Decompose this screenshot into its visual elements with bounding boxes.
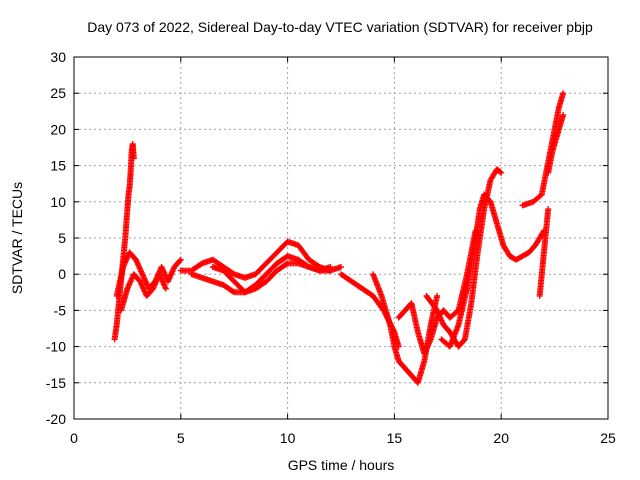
series-arc-1 bbox=[177, 238, 344, 281]
x-tick-label-3: 15 bbox=[387, 430, 403, 446]
y-tick-label-9: 25 bbox=[50, 85, 66, 101]
y-tick-label-0: -20 bbox=[46, 411, 66, 427]
series-spike-early bbox=[111, 140, 137, 343]
data-point-4-3-8 bbox=[230, 288, 237, 295]
y-tick-label-10: 30 bbox=[50, 49, 66, 65]
data-point-3-15 bbox=[338, 263, 344, 270]
x-tick-label-2: 10 bbox=[280, 430, 296, 446]
data-points bbox=[111, 90, 567, 386]
series-arc-3 bbox=[209, 260, 334, 296]
y-tick-label-4: 0 bbox=[58, 266, 66, 282]
x-tick-label-1: 5 bbox=[177, 430, 185, 446]
y-tick-label-5: 5 bbox=[58, 230, 66, 246]
series-late-high bbox=[519, 90, 567, 209]
data-point-9-10-3 bbox=[497, 168, 504, 175]
y-axis-label: SDTVAR / TECUs bbox=[9, 182, 25, 294]
series-rise-b bbox=[438, 191, 547, 350]
chart-title: Day 073 of 2022, Sidereal Day-to-day VTE… bbox=[87, 19, 593, 35]
data-point-11-4 bbox=[545, 206, 552, 213]
y-tick-label-7: 15 bbox=[50, 158, 66, 174]
y-ticks: -20 -15 -10 -5 0 5 10 15 20 25 30 bbox=[46, 49, 608, 427]
x-axis-label: GPS time / hours bbox=[288, 457, 395, 473]
data-point-1-9-6 bbox=[176, 257, 183, 264]
series-late-low bbox=[536, 206, 552, 299]
data-point-13-4 bbox=[560, 111, 567, 118]
data-point-9-11 bbox=[498, 169, 505, 176]
data-point-2-7 bbox=[162, 285, 169, 292]
x-tick-label-4: 20 bbox=[493, 430, 509, 446]
y-tick-label-2: -10 bbox=[46, 339, 66, 355]
series-late-mid bbox=[545, 111, 567, 176]
series-early-b bbox=[117, 271, 169, 314]
y-tick-label-6: 10 bbox=[50, 194, 66, 210]
data-point-7-10 bbox=[434, 292, 441, 299]
data-point-12-7 bbox=[560, 90, 567, 97]
data-point-5-11 bbox=[327, 267, 334, 274]
y-tick-label-8: 20 bbox=[50, 121, 66, 137]
series-mid-b bbox=[370, 271, 441, 386]
data-point-0-12 bbox=[130, 155, 137, 162]
x-tick-label-0: 0 bbox=[70, 430, 78, 446]
x-tick-label-5: 25 bbox=[600, 430, 616, 446]
grid bbox=[74, 57, 608, 419]
data-point-5-6-8 bbox=[283, 261, 290, 268]
data-point-1-10 bbox=[177, 256, 184, 263]
x-ticks: 0 5 10 15 20 25 bbox=[70, 57, 616, 446]
y-tick-label-3: -5 bbox=[54, 302, 67, 318]
y-tick-label-1: -15 bbox=[46, 375, 66, 391]
